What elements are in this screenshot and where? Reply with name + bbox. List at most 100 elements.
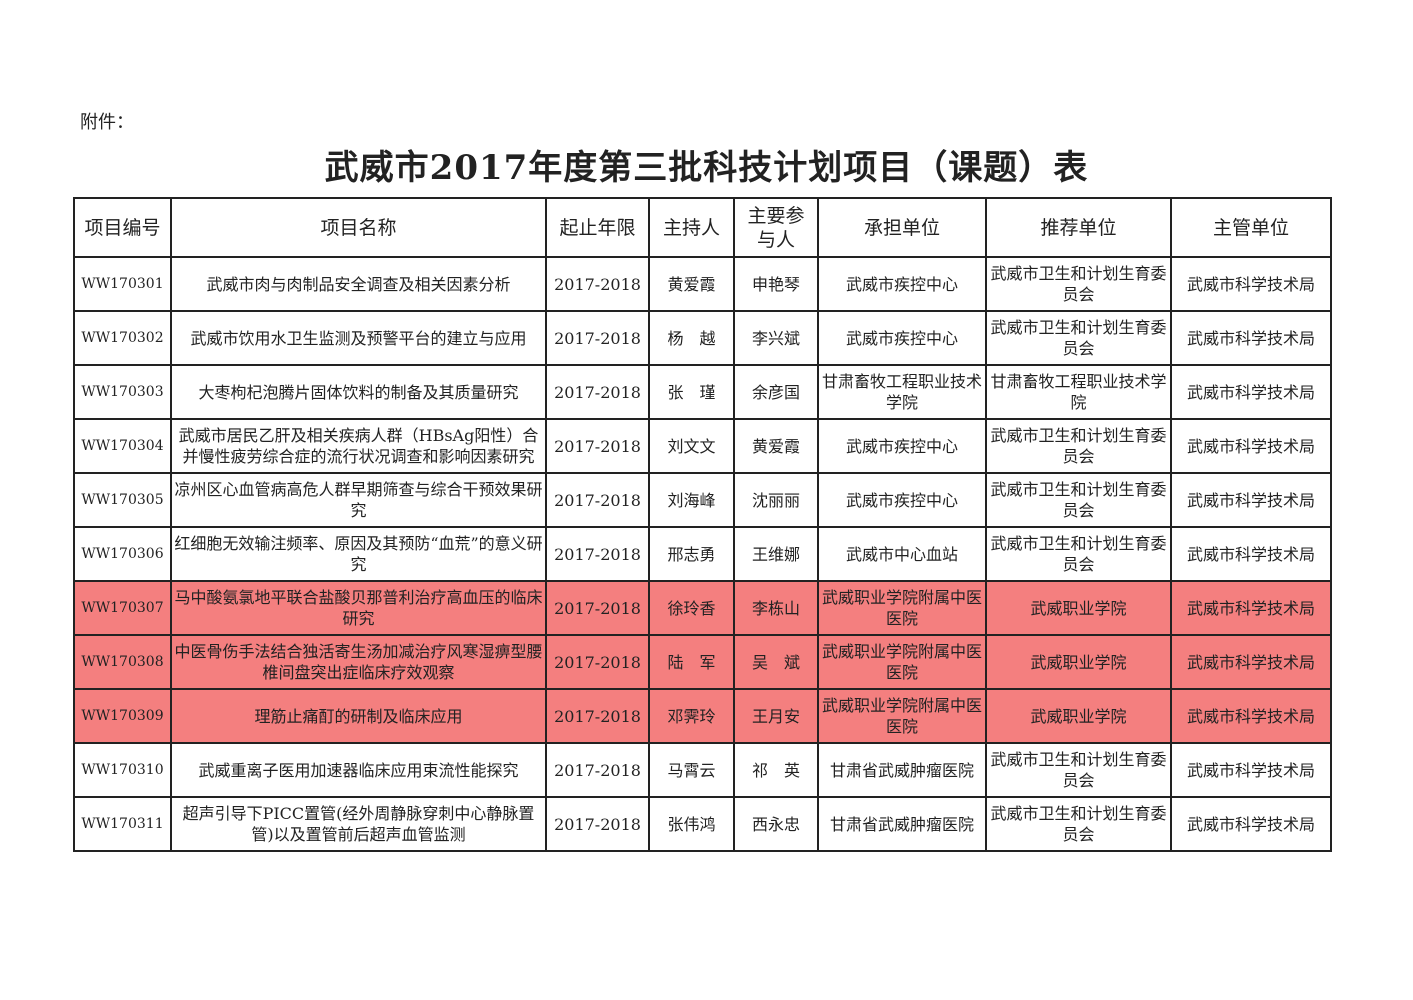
undertaker-cell: 武威市疾控中心 [817, 256, 987, 312]
header-undertaker: 承担单位 [817, 197, 987, 258]
undertaker-cell: 武威市中心血站 [817, 526, 987, 582]
table-row: WW170311 超声引导下PICC置管(经外周静脉穿刺中心静脉置管)以及置管前后… [73, 796, 1332, 852]
project-code-cell: WW170302 [73, 310, 172, 366]
recommender-cell: 武威市卫生和计划生育委员会 [985, 472, 1172, 528]
leader-cell: 刘文文 [648, 418, 735, 474]
header-authority: 主管单位 [1170, 197, 1332, 258]
recommender-cell: 武威市卫生和计划生育委员会 [985, 256, 1172, 312]
leader-cell: 张伟鸿 [648, 796, 735, 852]
authority-cell: 武威市科学技术局 [1170, 418, 1332, 474]
table-header-row: 项目编号 项目名称 起止年限 主持人 主要参与人 承担单位 推荐单位 主管单位 [73, 197, 1332, 258]
authority-cell: 武威市科学技术局 [1170, 742, 1332, 798]
period-cell: 2017-2018 [545, 310, 650, 366]
undertaker-cell: 武威职业学院附属中医医院 [817, 634, 987, 690]
project-name-cell: 武威重离子医用加速器临床应用束流性能探究 [170, 742, 547, 798]
project-name-cell: 理筋止痛酊的研制及临床应用 [170, 688, 547, 744]
participant-cell: 余彦国 [733, 364, 819, 420]
participant-cell: 吴 斌 [733, 634, 819, 690]
project-name-cell: 武威市居民乙肝及相关疾病人群（HBsAg阳性）合并慢性疲劳综合症的流行状况调查和… [170, 418, 547, 474]
undertaker-cell: 甘肃省武威肿瘤医院 [817, 796, 987, 852]
page-title: 武威市2017年度第三批科技计划项目（课题）表 [324, 148, 1089, 188]
authority-cell: 武威市科学技术局 [1170, 526, 1332, 582]
header-code: 项目编号 [73, 197, 172, 258]
period-cell: 2017-2018 [545, 742, 650, 798]
participant-cell: 王维娜 [733, 526, 819, 582]
undertaker-cell: 甘肃畜牧工程职业技术学院 [817, 364, 987, 420]
project-code-cell: WW170307 [73, 580, 172, 636]
project-code-cell: WW170306 [73, 526, 172, 582]
undertaker-cell: 甘肃省武威肿瘤医院 [817, 742, 987, 798]
period-cell: 2017-2018 [545, 634, 650, 690]
period-cell: 2017-2018 [545, 472, 650, 528]
authority-cell: 武威市科学技术局 [1170, 796, 1332, 852]
leader-cell: 马霄云 [648, 742, 735, 798]
project-name-cell: 马中酸氨氯地平联合盐酸贝那普利治疗高血压的临床研究 [170, 580, 547, 636]
project-name-cell: 大枣枸杞泡腾片固体饮料的制备及其质量研究 [170, 364, 547, 420]
authority-cell: 武威市科学技术局 [1170, 256, 1332, 312]
leader-cell: 杨 越 [648, 310, 735, 366]
header-recommender: 推荐单位 [985, 197, 1172, 258]
table-row: WW170307 马中酸氨氯地平联合盐酸贝那普利治疗高血压的临床研究 2017-20… [73, 580, 1332, 636]
recommender-cell: 武威市卫生和计划生育委员会 [985, 418, 1172, 474]
period-cell: 2017-2018 [545, 688, 650, 744]
header-name: 项目名称 [170, 197, 547, 258]
project-name-cell: 超声引导下PICC置管(经外周静脉穿刺中心静脉置管)以及置管前后超声血管监测 [170, 796, 547, 852]
participant-cell: 王月安 [733, 688, 819, 744]
period-cell: 2017-2018 [545, 364, 650, 420]
authority-cell: 武威市科学技术局 [1170, 688, 1332, 744]
participant-cell: 李兴斌 [733, 310, 819, 366]
header-leader: 主持人 [648, 197, 735, 258]
participant-cell: 黄爱霞 [733, 418, 819, 474]
leader-cell: 徐玲香 [648, 580, 735, 636]
project-name-cell: 中医骨伤手法结合独活寄生汤加减治疗风寒湿痹型腰椎间盘突出症临床疗效观察 [170, 634, 547, 690]
project-code-cell: WW170311 [73, 796, 172, 852]
project-code-cell: WW170301 [73, 256, 172, 312]
undertaker-cell: 武威市疾控中心 [817, 310, 987, 366]
table-row: WW170306 红细胞无效输注频率、原因及其预防“血荒”的意义研究 2017-20… [73, 526, 1332, 582]
project-name-cell: 武威市肉与肉制品安全调查及相关因素分析 [170, 256, 547, 312]
participant-cell: 沈丽丽 [733, 472, 819, 528]
participant-cell: 祁 英 [733, 742, 819, 798]
recommender-cell: 甘肃畜牧工程职业技术学院 [985, 364, 1172, 420]
period-cell: 2017-2018 [545, 796, 650, 852]
recommender-cell: 武威职业学院 [985, 634, 1172, 690]
table-row: WW170301 武威市肉与肉制品安全调查及相关因素分析 2017-2018 黄爱霞申… [73, 256, 1332, 312]
project-code-cell: WW170304 [73, 418, 172, 474]
authority-cell: 武威市科学技术局 [1170, 580, 1332, 636]
project-table: 项目编号 项目名称 起止年限 主持人 主要参与人 承担单位 推荐单位 主管单位 … [73, 197, 1332, 852]
project-code-cell: WW170308 [73, 634, 172, 690]
period-cell: 2017-2018 [545, 526, 650, 582]
period-cell: 2017-2018 [545, 256, 650, 312]
leader-cell: 邓霁玲 [648, 688, 735, 744]
table-row: WW170309 理筋止痛酊的研制及临床应用 2017-2018 邓霁玲 王月安 武威职业… [73, 688, 1332, 744]
undertaker-cell: 武威市疾控中心 [817, 472, 987, 528]
project-code-cell: WW170305 [73, 472, 172, 528]
attachment-label: 附件： [80, 112, 134, 133]
table-row: WW170310 武威重离子医用加速器临床应用束流性能探究 2017-2018 马霄云… [73, 742, 1332, 798]
table-row: WW170303 大枣枸杞泡腾片固体饮料的制备及其质量研究 2017-2018 张 瑾… [73, 364, 1332, 420]
header-period: 起止年限 [545, 197, 650, 258]
leader-cell: 邢志勇 [648, 526, 735, 582]
recommender-cell: 武威职业学院 [985, 580, 1172, 636]
recommender-cell: 武威市卫生和计划生育委员会 [985, 796, 1172, 852]
leader-cell: 张 瑾 [648, 364, 735, 420]
participant-cell: 李栋山 [733, 580, 819, 636]
table-row: WW170302 武威市饮用水卫生监测及预警平台的建立与应用 2017-2018 杨 … [73, 310, 1332, 366]
recommender-cell: 武威市卫生和计划生育委员会 [985, 742, 1172, 798]
participant-cell: 西永忠 [733, 796, 819, 852]
recommender-cell: 武威职业学院 [985, 688, 1172, 744]
recommender-cell: 武威市卫生和计划生育委员会 [985, 310, 1172, 366]
undertaker-cell: 武威职业学院附属中医医院 [817, 688, 987, 744]
leader-cell: 陆 军 [648, 634, 735, 690]
leader-cell: 黄爱霞 [648, 256, 735, 312]
participant-cell: 申艳琴 [733, 256, 819, 312]
authority-cell: 武威市科学技术局 [1170, 310, 1332, 366]
project-code-cell: WW170303 [73, 364, 172, 420]
authority-cell: 武威市科学技术局 [1170, 364, 1332, 420]
table-row: WW170304 武威市居民乙肝及相关疾病人群（HBsAg阳性）合并慢性疲劳综合症… [73, 418, 1332, 474]
project-name-cell: 凉州区心血管病高危人群早期筛查与综合干预效果研究 [170, 472, 547, 528]
project-code-cell: WW170310 [73, 742, 172, 798]
leader-cell: 刘海峰 [648, 472, 735, 528]
project-name-cell: 武威市饮用水卫生监测及预警平台的建立与应用 [170, 310, 547, 366]
recommender-cell: 武威市卫生和计划生育委员会 [985, 526, 1172, 582]
